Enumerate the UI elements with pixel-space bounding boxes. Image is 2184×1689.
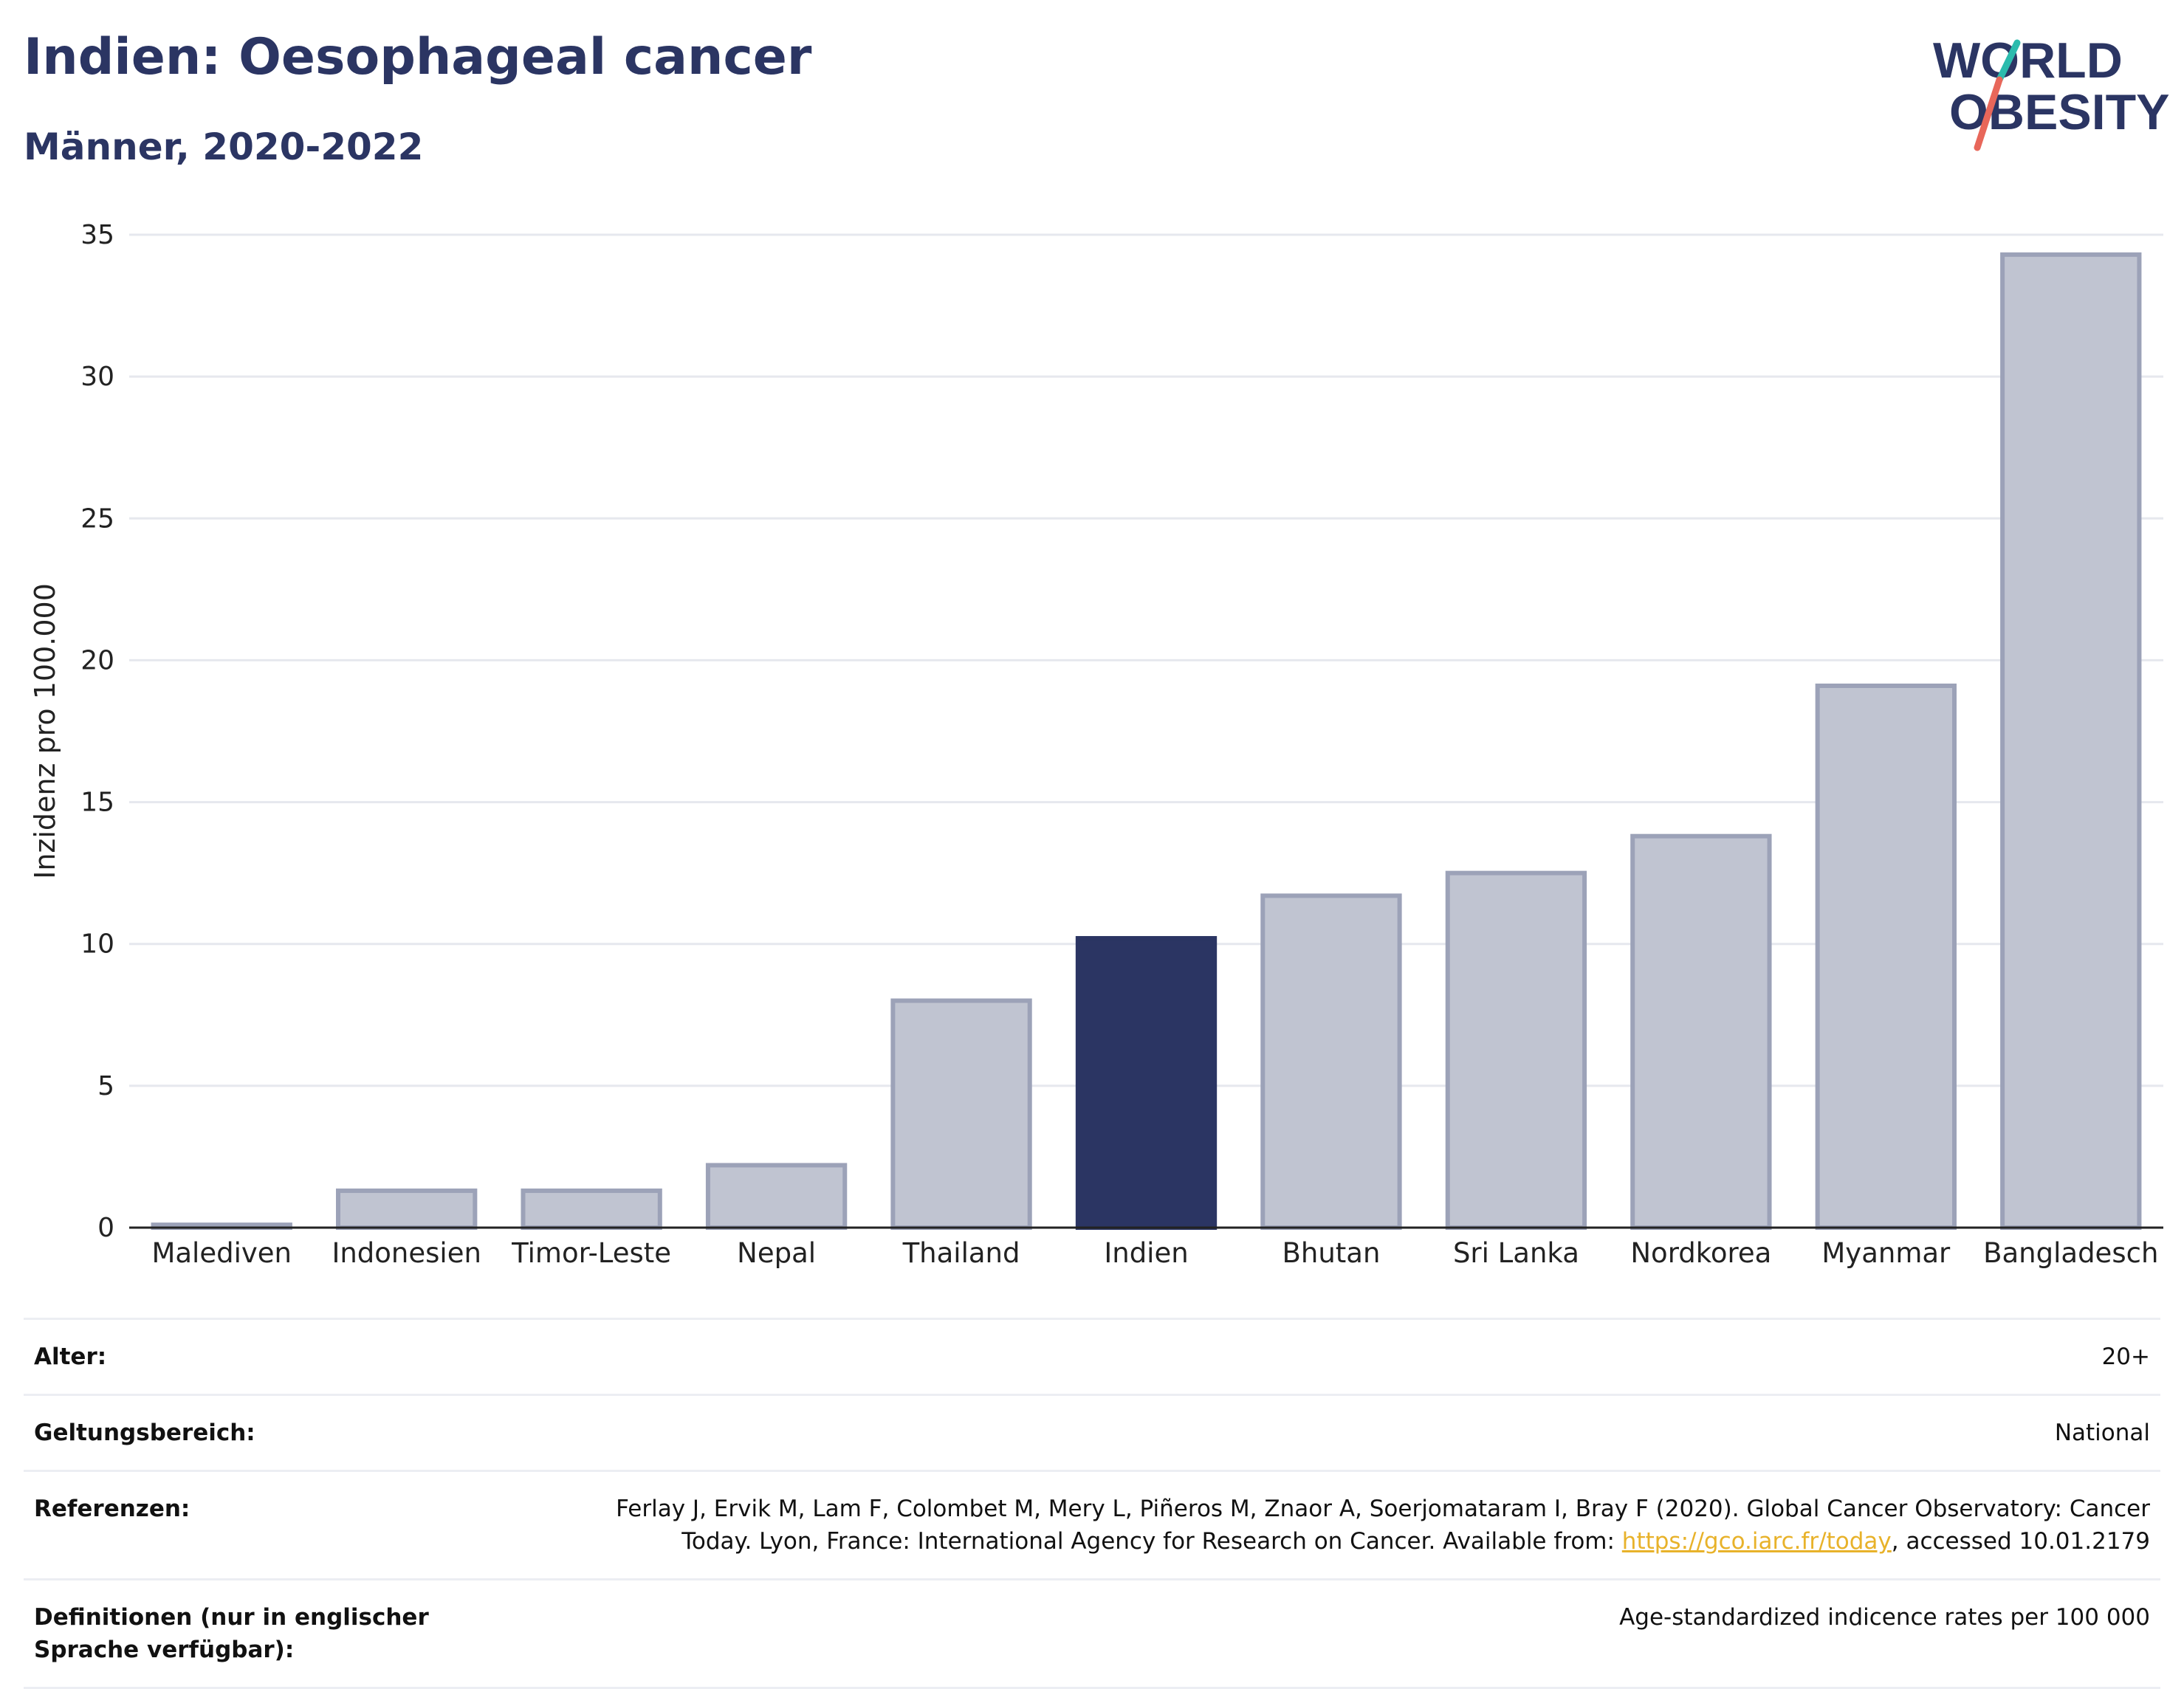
chart-subtitle: Männer, 2020-2022	[24, 125, 424, 168]
bar	[1445, 870, 1587, 1230]
x-tick-label: Sri Lanka	[1453, 1237, 1579, 1269]
definitions-label: Definitionen (nur in englischer Sprache …	[34, 1604, 429, 1663]
bar	[1815, 684, 1957, 1230]
references-value: Ferlay J, Ervik M, Lam F, Colombet M, Me…	[600, 1493, 2150, 1558]
age-label: Alter:	[34, 1344, 107, 1370]
y-tick-label: 25	[80, 503, 114, 534]
age-value: 20+	[2101, 1344, 2150, 1370]
x-tick-label: Nepal	[737, 1237, 816, 1269]
y-tick-label: 0	[97, 1213, 114, 1243]
reference-link[interactable]: https://gco.iarc.fr/today	[1621, 1528, 1892, 1555]
x-tick-label: Myanmar	[1821, 1237, 1951, 1269]
definitions-value: Age-standardized indicence rates per 100…	[1619, 1604, 2150, 1631]
references-label: Referenzen:	[34, 1496, 190, 1522]
metadata-table: Alter: 20+ Geltungsbereich: National Ref…	[24, 1318, 2160, 1689]
bar	[336, 1189, 478, 1230]
x-tick-label: Bhutan	[1282, 1237, 1380, 1269]
logo-line1: WORLD	[1933, 32, 2123, 89]
x-tick-label: Nordkorea	[1630, 1237, 1771, 1269]
bar	[890, 998, 1032, 1230]
scope-label: Geltungsbereich:	[34, 1420, 255, 1446]
bar	[705, 1163, 848, 1231]
meta-row-definitions: Definitionen (nur in englischer Sprache …	[24, 1578, 2160, 1689]
bar	[2000, 252, 2142, 1230]
x-tick-label: Indonesien	[332, 1237, 481, 1269]
y-tick-label: 30	[80, 362, 114, 392]
x-tick-label: Bangladesch	[1983, 1237, 2158, 1269]
y-axis-title: Inzidenz pro 100.000	[29, 583, 61, 879]
y-tick-label: 15	[80, 788, 114, 818]
meta-row-age: Alter: 20+	[24, 1318, 2160, 1394]
bar-highlight	[1075, 936, 1218, 1230]
world-obesity-logo: WORLD OBESITY	[1933, 32, 2170, 151]
y-tick-label: 20	[80, 645, 114, 675]
bar	[1630, 833, 1772, 1230]
x-tick-label: Thailand	[902, 1237, 1020, 1269]
logo-slash-teal	[1996, 39, 2021, 83]
bar	[1260, 893, 1402, 1231]
meta-row-scope: Geltungsbereich: National	[24, 1394, 2160, 1470]
reference-text: Ferlay J, Ervik M, Lam F, Colombet M, Me…	[616, 1496, 2150, 1555]
logo-slash-red	[1974, 76, 2003, 151]
x-tick-label: Malediven	[151, 1237, 292, 1269]
x-tick-label: Timor-Leste	[511, 1237, 671, 1269]
x-tick-label: Indien	[1104, 1237, 1188, 1269]
y-tick-label: 35	[80, 220, 114, 250]
meta-row-references: Referenzen: Ferlay J, Ervik M, Lam F, Co…	[24, 1470, 2160, 1578]
scope-value: National	[2054, 1420, 2150, 1446]
chart-title: Indien: Oesophageal cancer	[24, 28, 812, 86]
bar	[521, 1189, 662, 1230]
bar-chart: 0 5 10 15 20 25 30 35 Malediven Indonesien Timor-L…	[29, 220, 2163, 1269]
reference-accessed: , accessed 10.01.2179	[1891, 1528, 2150, 1555]
y-tick-label: 5	[97, 1071, 114, 1101]
y-tick-label: 10	[80, 929, 114, 960]
